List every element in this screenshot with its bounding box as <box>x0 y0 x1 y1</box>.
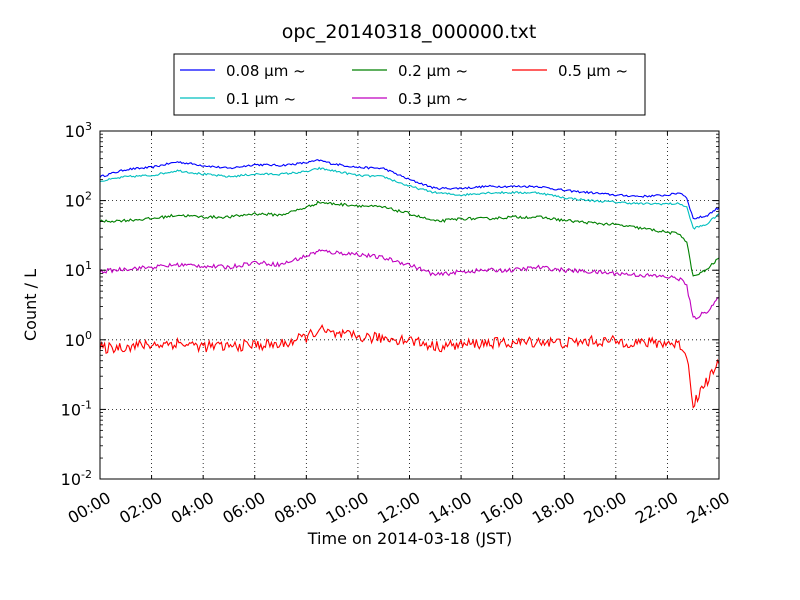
y-tick-label: 10-2 <box>61 468 92 489</box>
x-tick-label: 08:00 <box>271 488 320 528</box>
legend-label: 0.5 μm ~ <box>558 62 628 80</box>
x-tick-label: 04:00 <box>168 488 217 528</box>
y-tick-base: 10 <box>65 192 85 211</box>
y-tick-label: 103 <box>65 120 92 141</box>
x-tick-label: 06:00 <box>219 488 268 528</box>
y-tick-label: 101 <box>65 259 92 280</box>
series-line-1 <box>100 166 719 230</box>
y-tick-exponent: -1 <box>81 398 92 411</box>
x-tick-label: 18:00 <box>529 488 578 528</box>
y-tick-base: 10 <box>65 331 85 350</box>
x-tick-label: 00:00 <box>65 488 114 528</box>
x-tick-label: 16:00 <box>477 488 526 528</box>
chart-title: opc_20140318_000000.txt <box>282 21 537 43</box>
legend-label: 0.1 μm ~ <box>226 90 296 108</box>
legend: 0.08 μm ~ 0.1 μm ~ 0.2 μm ~ 0.3 μm ~ 0.5 μm … <box>173 53 646 116</box>
series-line-2 <box>100 200 719 277</box>
x-tick-label: 22:00 <box>632 488 681 528</box>
y-tick-label: 100 <box>65 329 92 350</box>
y-tick-label: 10-1 <box>61 398 92 419</box>
y-tick-label: 102 <box>65 190 92 211</box>
legend-label: 0.3 μm ~ <box>398 90 468 108</box>
x-tick-label: 14:00 <box>426 488 475 528</box>
series-line-0 <box>100 159 719 220</box>
series-line-3 <box>100 248 719 320</box>
legend-label: 0.2 μm ~ <box>398 62 468 80</box>
series-line-4 <box>100 323 719 409</box>
x-tick-label: 12:00 <box>374 488 423 528</box>
y-tick-base: 10 <box>61 400 81 419</box>
y-tick-exponent: 0 <box>85 329 92 342</box>
x-tick-label: 10:00 <box>322 488 371 528</box>
y-tick-base: 10 <box>65 122 85 141</box>
y-tick-base: 10 <box>61 470 81 489</box>
grid-lines <box>100 131 719 479</box>
y-tick-exponent: 1 <box>85 259 92 272</box>
legend-box <box>173 53 646 116</box>
x-tick-label: 02:00 <box>116 488 165 528</box>
series-lines <box>100 159 719 409</box>
x-tick-label: 20:00 <box>580 488 629 528</box>
y-tick-exponent: 2 <box>85 190 92 203</box>
x-axis-label: Time on 2014-03-18 (JST) <box>307 529 512 548</box>
legend-label: 0.08 μm ~ <box>226 62 306 80</box>
axis-ticks: 00:00 02:00 04:00 06:00 08:00 10:00 12:00 14:00… <box>61 120 733 528</box>
y-axis-label: Count / L <box>21 269 40 341</box>
y-tick-base: 10 <box>65 261 85 280</box>
x-tick-label: 24:00 <box>684 488 733 528</box>
y-tick-exponent: -2 <box>81 468 92 481</box>
y-tick-exponent: 3 <box>85 120 92 133</box>
